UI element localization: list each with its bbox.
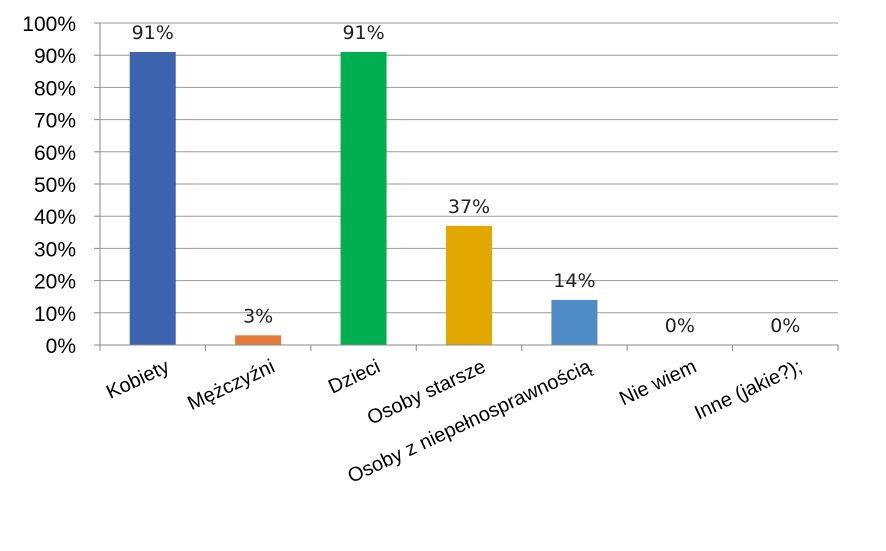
data-label: 91% <box>132 22 174 44</box>
bar-0 <box>129 51 176 345</box>
y-tick-label: 0% <box>46 335 76 358</box>
y-tick-label: 10% <box>34 303 76 326</box>
bar-4 <box>551 299 598 345</box>
y-tick-label: 30% <box>34 238 76 261</box>
y-tick-label: 40% <box>34 206 76 229</box>
bar-1 <box>235 335 282 345</box>
bar-2 <box>340 51 387 345</box>
data-label: 37% <box>448 196 490 218</box>
data-label: 0% <box>665 315 695 337</box>
data-label: 3% <box>243 305 273 327</box>
data-label: 91% <box>342 22 384 44</box>
y-tick-label: 50% <box>34 174 76 197</box>
data-label: 14% <box>553 270 595 292</box>
y-tick-label: 60% <box>34 142 76 165</box>
category-label: Nie wiem <box>616 356 700 411</box>
y-tick-label: 20% <box>34 271 76 294</box>
y-tick-label: 90% <box>34 45 76 68</box>
category-label: Mężczyźni <box>184 356 278 415</box>
bar-3 <box>446 225 492 345</box>
data-label: 0% <box>770 315 800 337</box>
y-axis-tick-labels: 0% 10% 20% 30% 40% 50% 60% 70% 80% 90% 100% <box>22 13 100 358</box>
bars <box>129 51 598 345</box>
data-labels: 91% 3% 91% 37% 14% 0% 0% <box>132 22 801 337</box>
category-label: Inne (jakie?); <box>691 356 805 425</box>
gridlines <box>100 22 838 314</box>
category-label: Dzieci <box>325 356 384 399</box>
y-tick-label: 100% <box>22 13 76 36</box>
y-tick-label: 70% <box>34 110 76 133</box>
axes <box>99 23 839 351</box>
category-label: Kobiety <box>103 356 173 404</box>
y-tick-label: 80% <box>34 77 76 100</box>
